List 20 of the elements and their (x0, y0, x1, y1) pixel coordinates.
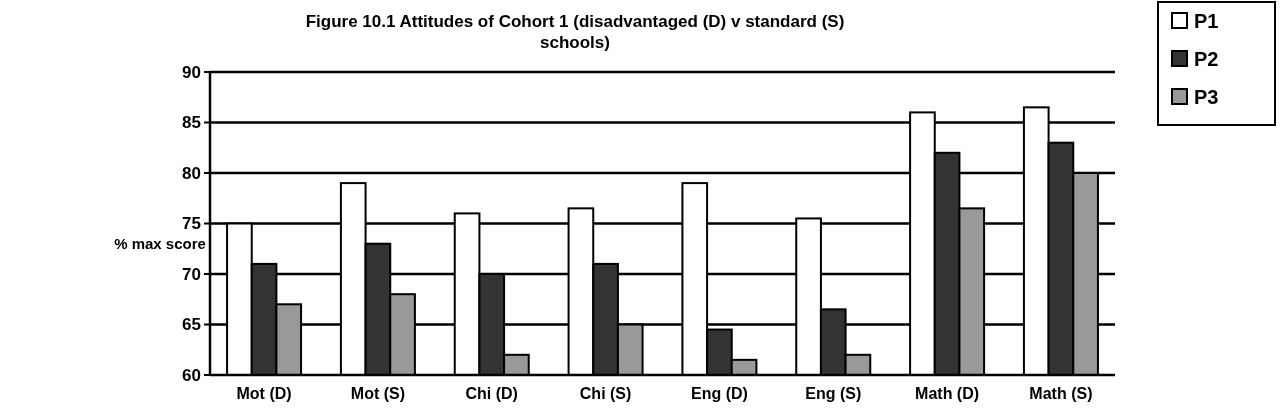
x-tick-label: Chi (D) (465, 385, 518, 402)
y-tick-label: 70 (182, 264, 201, 284)
legend-label: P1 (1194, 10, 1219, 32)
x-tick-label: Math (S) (1029, 385, 1093, 402)
legend-label: P3 (1194, 86, 1219, 108)
y-tick-label: 80 (182, 163, 201, 183)
y-axis-title: % max score (114, 234, 206, 252)
y-tick-label: 60 (182, 365, 201, 385)
x-tick-label: Mot (D) (236, 385, 292, 402)
x-tick-label: Eng (D) (690, 385, 748, 402)
y-tick-label: 65 (182, 315, 201, 335)
x-tick-label: Mot (S) (350, 385, 406, 402)
y-tick-label: 90 (182, 62, 201, 82)
legend-label: P2 (1194, 48, 1219, 70)
x-tick-label: Eng (S) (805, 385, 862, 402)
x-tick-label: Chi (S) (579, 385, 632, 402)
x-tick-label: Math (D) (915, 385, 980, 402)
chart-title: Figure 10.1 Attitudes of Cohort 1 (disadvantaged (D) v standard (S) schools) (305, 12, 845, 52)
y-tick-label: 85 (182, 113, 201, 133)
y-tick-label: 75 (182, 214, 201, 234)
